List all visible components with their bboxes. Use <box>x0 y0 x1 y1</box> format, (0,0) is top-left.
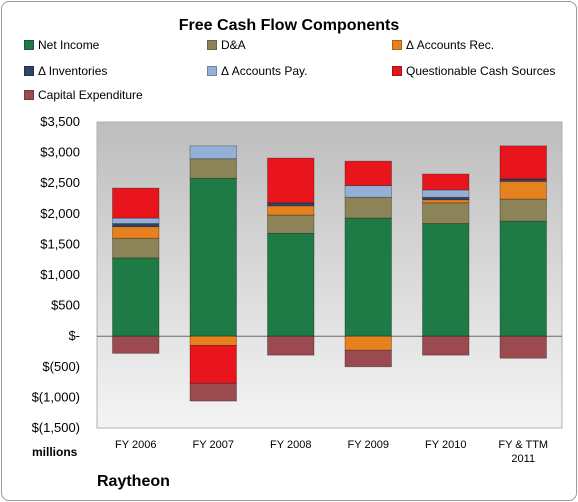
y-tick-label: $(1,000) <box>32 389 80 404</box>
legend-label: Capital Expenditure <box>38 88 143 102</box>
bar-segment <box>112 237 160 259</box>
legend-swatch <box>24 40 34 50</box>
legend-label: Δ Accounts Rec. <box>406 38 495 52</box>
bar-segment <box>499 220 547 337</box>
y-tick-label: $1,500 <box>40 236 80 251</box>
bar-segment <box>267 202 315 207</box>
bar-segment <box>499 145 547 180</box>
bar-segment <box>344 335 392 351</box>
legend-swatch <box>24 90 34 100</box>
legend-item: Δ Inventories <box>24 64 107 78</box>
x-tick-label: FY & TTM 2011 <box>498 439 548 465</box>
y-tick-label: $2,000 <box>40 206 80 221</box>
bar-segment <box>267 157 315 204</box>
bar-segment <box>267 335 315 356</box>
bar-segment <box>112 187 160 219</box>
bar-segment <box>267 232 315 337</box>
bar-segment <box>422 223 470 337</box>
bar-segment <box>189 335 237 346</box>
bar-segment <box>189 145 237 160</box>
x-tick-label: FY 2006 <box>115 439 156 451</box>
bar-segment <box>112 226 160 239</box>
x-tick-label: FY 2008 <box>270 439 311 451</box>
bar-segment <box>112 257 160 337</box>
y-tick-label: $(1,500) <box>32 420 80 435</box>
bar-segment <box>422 199 470 204</box>
bar-segment <box>267 214 315 234</box>
bar-segment <box>499 198 547 222</box>
bar-segment <box>422 335 470 356</box>
bar-segment <box>189 177 237 337</box>
y-tick-label: $500 <box>51 298 80 313</box>
legend-item: Net Income <box>24 38 99 52</box>
bar-segment <box>499 335 547 359</box>
legend-item: Δ Accounts Pay. <box>207 64 308 78</box>
bar-segment <box>344 160 392 187</box>
bar-segment <box>344 217 392 337</box>
bar-segment <box>344 196 392 219</box>
company-label: Raytheon <box>97 473 170 490</box>
legend-item: D&A <box>207 38 246 52</box>
legend-item: Δ Accounts Rec. <box>392 38 494 52</box>
bar-segment <box>267 205 315 216</box>
bar-segment <box>189 344 237 384</box>
legend-swatch <box>24 66 34 76</box>
legend-label: Questionable Cash Sources <box>406 64 556 78</box>
legend-swatch <box>207 40 217 50</box>
y-tick-label: $1,000 <box>40 267 80 282</box>
chart-title: Free Cash Flow Components <box>178 17 400 34</box>
bar-segment <box>112 223 160 228</box>
legend-swatch <box>207 66 217 76</box>
plot-area <box>96 121 563 429</box>
y-tick-label: $- <box>68 328 80 343</box>
bar-segment <box>344 185 392 198</box>
y-tick-label: $3,500 <box>40 114 80 129</box>
bar-segment <box>112 217 160 224</box>
bar-segment <box>189 382 237 402</box>
legend-swatch <box>392 40 402 50</box>
y-tick-label: $2,500 <box>40 175 80 190</box>
legend-label: Net Income <box>38 38 100 52</box>
bar-segment <box>422 189 470 198</box>
legend-item: Questionable Cash Sources <box>392 64 555 78</box>
bar-segment <box>422 173 470 191</box>
legend-label: Δ Accounts Pay. <box>221 64 308 78</box>
bar-segment <box>422 202 470 224</box>
x-tick-label: FY 2007 <box>193 439 234 451</box>
x-tick-label: FY 2009 <box>348 439 389 451</box>
legend-label: Δ Inventories <box>38 64 108 78</box>
bar-segment <box>499 180 547 200</box>
units-label: millions <box>32 445 78 459</box>
x-tick-label: FY 2010 <box>425 439 466 451</box>
legend-item: Capital Expenditure <box>24 88 143 102</box>
y-tick-label: $(500) <box>42 359 80 374</box>
bar-segment <box>344 349 392 368</box>
legend-label: D&A <box>221 38 246 52</box>
bar-segment <box>112 335 160 354</box>
y-tick-label: $3,000 <box>40 145 80 160</box>
legend-swatch <box>392 66 402 76</box>
bar-segment <box>189 158 237 179</box>
